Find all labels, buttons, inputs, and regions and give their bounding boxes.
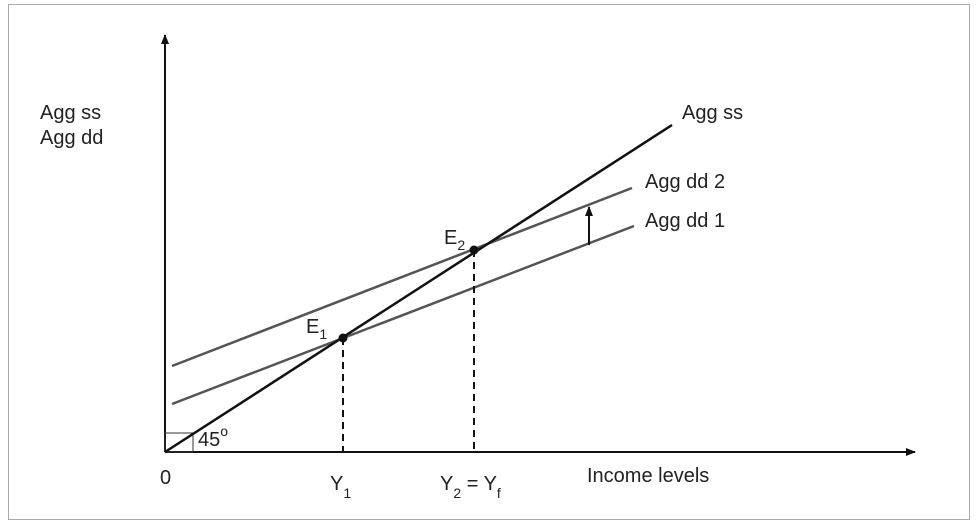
point-letter: E: [444, 227, 457, 249]
x-axis-label: Income levels: [587, 465, 709, 487]
angle-text: 45: [198, 429, 220, 451]
angle-label: 45o: [198, 423, 228, 451]
x-mark-sub: f: [497, 485, 501, 501]
agg-ss-line: [164, 123, 673, 454]
y-axis-label: Agg ss: [40, 102, 101, 124]
x-mark-sub: 2: [453, 485, 461, 501]
x-mark-label: Y2 = Yf: [440, 473, 501, 501]
point-label: E2: [444, 227, 465, 253]
x-mark-label: Y1: [330, 473, 351, 501]
point-label: E1: [306, 316, 327, 342]
line-label: Agg dd 2: [645, 171, 725, 193]
point-letter: E: [306, 316, 319, 338]
point: [469, 245, 479, 255]
line-label: Agg ss: [682, 102, 743, 124]
x-mark-middle: = Y: [461, 473, 497, 495]
y-axis-label: Agg dd: [40, 127, 103, 149]
x-mark-letter: Y: [440, 473, 453, 495]
point-sub: 1: [319, 326, 327, 342]
point-sub: 2: [457, 237, 465, 253]
x-mark-sub: 1: [343, 485, 351, 501]
angle-box: [164, 432, 194, 453]
frame: [8, 4, 970, 520]
line-label: Agg dd 1: [645, 210, 725, 232]
angle-sup: o: [220, 423, 228, 439]
agg-dd-2-line: [171, 186, 633, 368]
x-mark-letter: Y: [330, 473, 343, 495]
agg-dd-1-line: [171, 224, 635, 406]
point: [338, 333, 348, 343]
origin-label: 0: [160, 467, 171, 489]
